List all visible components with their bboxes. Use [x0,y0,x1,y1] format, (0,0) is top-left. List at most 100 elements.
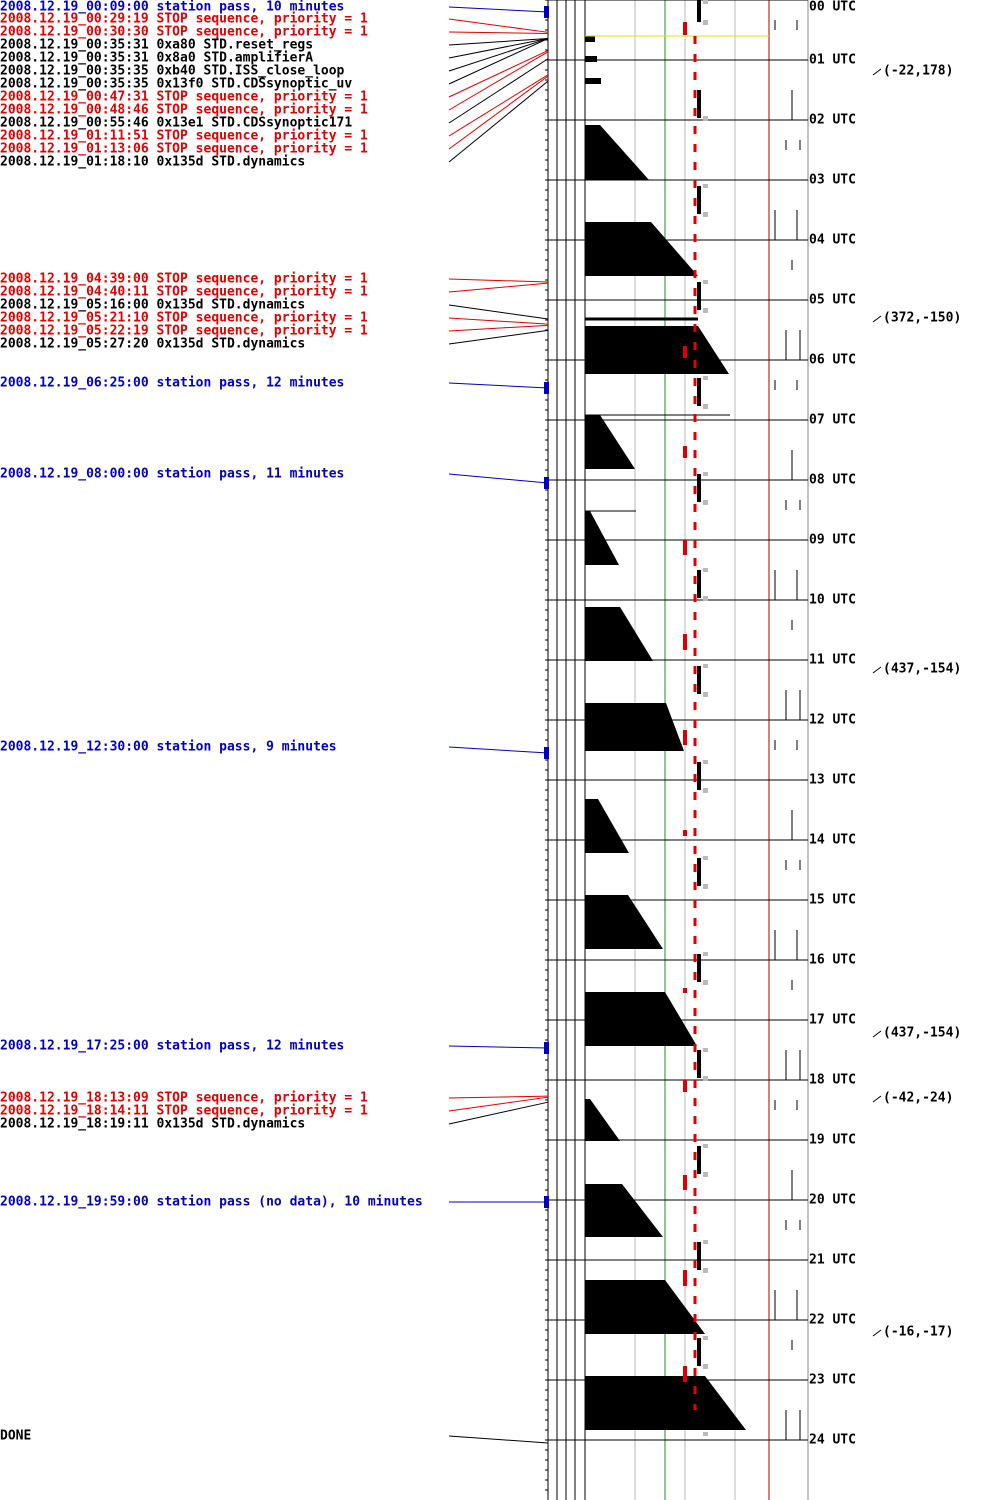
activity-block [585,511,619,565]
red-mark [683,634,687,650]
activity-block [585,125,649,180]
square [703,1048,708,1052]
connector [448,58,549,124]
position-label: (-16,-17) [883,1325,953,1340]
event-label: 2008.12.19_18:19:11 0x135d STD.dynamics [0,1117,305,1132]
event-label: 2008.12.19_00:35:35 0xb40 STD.ISS_close_… [0,64,345,79]
activity-block [585,56,597,62]
connector [448,6,549,13]
hour-label: 15 UTC [809,893,856,908]
pass-mark [544,477,549,489]
bar [697,474,701,502]
connector [448,1096,549,1112]
activity-block [585,799,629,853]
connector [448,304,549,320]
hour-label: 04 UTC [809,233,856,248]
connector [448,50,549,98]
connector [448,74,549,137]
square [703,692,708,697]
square [703,20,708,25]
pos-tick [872,666,882,674]
hour-label: 23 UTC [809,1373,856,1388]
red-mark [683,346,687,358]
connector [448,1095,549,1099]
bar [697,1050,701,1078]
event-label: DONE [0,1429,31,1444]
event-label: 2008.12.19_01:13:06 STOP sequence, prior… [0,142,368,157]
event-label: 2008.12.19_05:22:19 STOP sequence, prior… [0,324,368,339]
activity-block [585,703,684,751]
hour-label: 09 UTC [809,533,856,548]
connector [448,80,549,163]
activity-block [585,1099,620,1141]
bar [697,1338,701,1366]
pass-mark [544,1042,549,1054]
event-label: 2008.12.19_00:35:31 0xa80 STD.reset_regs [0,38,313,53]
red-mark [683,988,687,993]
connector [448,473,549,484]
event-label: 2008.12.19_04:40:11 STOP sequence, prior… [0,285,368,300]
red-mark [683,730,687,745]
pos-tick [872,1030,882,1038]
event-label: 2008.12.19_00:29:19 STOP sequence, prior… [0,12,368,27]
connector [448,38,549,59]
square [703,664,708,668]
hour-label: 01 UTC [809,53,856,68]
event-label: 2008.12.19_06:25:00 station pass, 12 min… [0,376,344,391]
position-label: (437,-154) [883,1026,961,1041]
bar [697,954,701,982]
hour-label: 05 UTC [809,293,856,308]
square [703,856,708,860]
hour-label: 03 UTC [809,173,856,188]
red-mark [683,830,687,836]
event-label: 2008.12.19_17:25:00 station pass, 12 min… [0,1039,344,1054]
hour-label: 12 UTC [809,713,856,728]
bar [697,762,701,790]
pass-mark [544,382,549,394]
hour-label: 06 UTC [809,353,856,368]
bar [697,378,701,406]
position-label: (372,-150) [883,311,961,326]
hour-label: 24 UTC [809,1433,856,1448]
square [703,980,708,985]
square [703,212,708,217]
event-label: 2008.12.19_05:16:00 0x135d STD.dynamics [0,298,305,313]
activity-block [585,1280,705,1334]
hour-label: 17 UTC [809,1013,856,1028]
connector [448,382,549,389]
square [703,472,708,476]
square [703,1336,708,1340]
event-label: 2008.12.19_00:35:35 0x13f0 STD.CDSsynopt… [0,77,352,92]
connector [448,317,549,325]
activity-block [585,607,653,661]
square [703,1432,708,1436]
connector [448,324,549,332]
square [703,0,708,4]
position-label: (437,-154) [883,662,961,677]
connector [448,1045,549,1049]
activity-block [585,1184,663,1237]
connector [448,746,549,754]
event-label: 2008.12.19_00:55:46 0x13e1 STD.CDSsynopt… [0,116,352,131]
hour-label: 19 UTC [809,1133,856,1148]
square [703,280,708,284]
activity-block [585,222,698,276]
event-label: 2008.12.19_08:00:00 station pass, 11 min… [0,467,344,482]
pos-tick [872,1329,882,1337]
activity-block [585,415,635,469]
square [703,500,708,505]
red-mark [683,1366,687,1382]
event-label: 2008.12.19_00:48:46 STOP sequence, prior… [0,103,368,118]
connector [448,38,549,72]
hour-label: 13 UTC [809,773,856,788]
position-label: (-22,178) [883,64,953,79]
square [703,1364,708,1369]
activity-block [585,78,601,84]
hour-label: 00 UTC [809,0,856,15]
event-label: 2008.12.19_00:35:31 0x8a0 STD.amplifierA [0,51,313,66]
connector [448,1101,549,1125]
square [703,596,708,601]
square [703,788,708,793]
red-mark [683,540,687,555]
bar [697,1146,701,1174]
